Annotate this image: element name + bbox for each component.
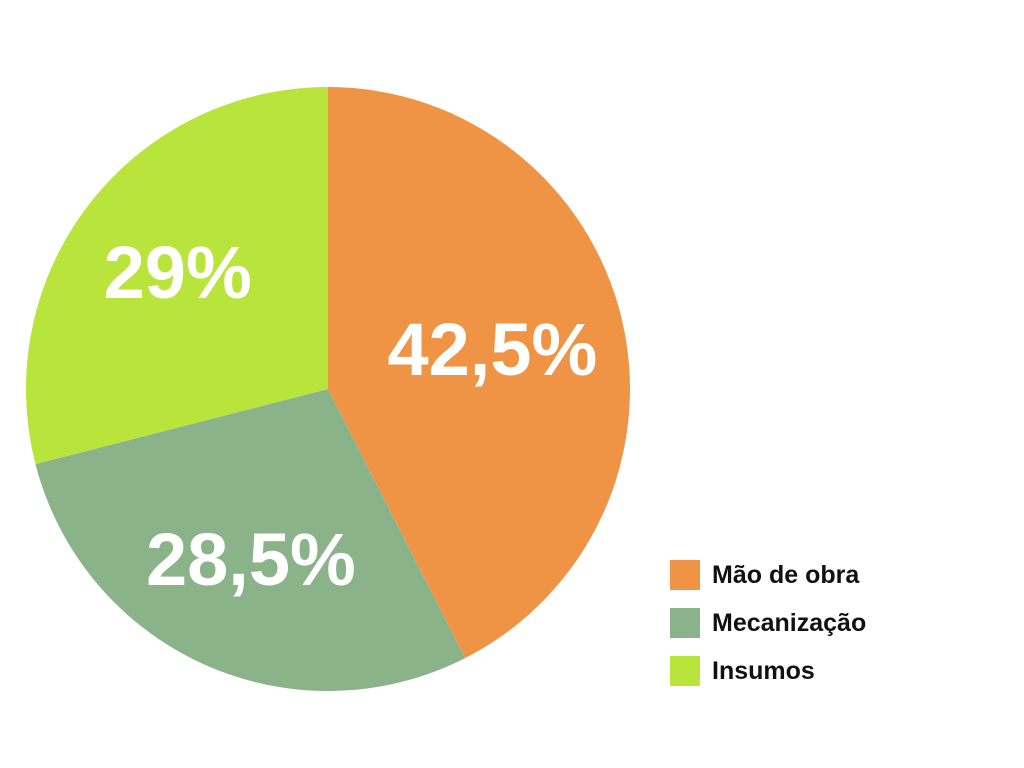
pie-slices [26, 87, 630, 691]
legend-label: Insumos [712, 657, 815, 685]
pie-slice-2 [35, 389, 466, 691]
pie-slice-3 [26, 87, 329, 465]
slice-value-label: 42,5% [387, 308, 597, 391]
slice-labels: 42,5% 28,5% 29% [104, 231, 598, 601]
slice-value-label: 28,5% [146, 518, 356, 601]
slice-value-label: 29% [104, 231, 252, 314]
legend-swatch [670, 608, 700, 638]
legend-label: Mão de obra [712, 561, 860, 589]
legend: Mão de obra Mecanização Insumos [670, 560, 866, 686]
legend-swatch [670, 656, 700, 686]
pie-slice-1 [328, 87, 630, 659]
legend-label: Mecanização [712, 609, 866, 637]
legend-swatch [670, 560, 700, 590]
